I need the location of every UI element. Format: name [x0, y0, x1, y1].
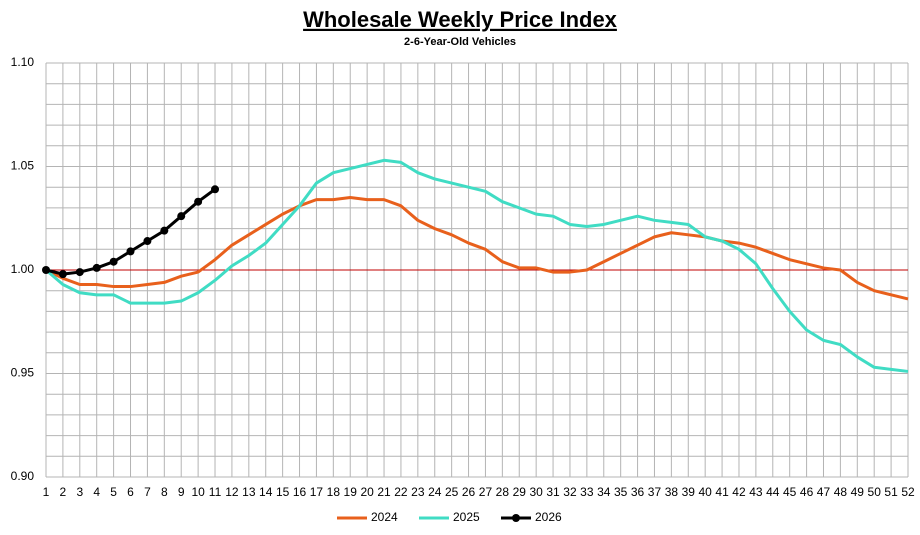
x-tick-label: 32 — [563, 485, 577, 499]
x-tick-label: 22 — [394, 485, 408, 499]
y-tick-label: 0.95 — [11, 366, 35, 380]
x-tick-label: 8 — [161, 485, 168, 499]
y-tick-label: 1.10 — [11, 55, 35, 69]
x-tick-label: 7 — [144, 485, 151, 499]
x-tick-label: 5 — [110, 485, 117, 499]
point — [126, 247, 135, 256]
y-tick-label: 0.90 — [11, 469, 35, 483]
x-tick-label: 26 — [462, 485, 476, 499]
x-tick-label: 29 — [513, 485, 527, 499]
y-tick-label: 1.05 — [11, 159, 35, 173]
x-tick-label: 25 — [445, 485, 459, 499]
chart-subtitle: 2-6-Year-Old Vehicles — [404, 36, 516, 48]
legend-label: 2026 — [535, 510, 562, 524]
x-tick-label: 11 — [209, 485, 222, 499]
point — [58, 270, 67, 279]
x-tick-label: 3 — [76, 485, 83, 499]
x-tick-label: 38 — [665, 485, 679, 499]
x-tick-label: 30 — [529, 485, 543, 499]
x-tick-label: 24 — [428, 485, 442, 499]
x-tick-label: 44 — [766, 485, 780, 499]
x-tick-label: 15 — [276, 485, 290, 499]
x-tick-label: 16 — [293, 485, 307, 499]
x-tick-label: 47 — [817, 485, 831, 499]
x-tick-label: 19 — [344, 485, 358, 499]
x-tick-label: 6 — [127, 485, 134, 499]
x-tick-label: 46 — [800, 485, 814, 499]
x-tick-label: 12 — [225, 485, 239, 499]
x-tick-label: 37 — [648, 485, 662, 499]
chart-title: Wholesale Weekly Price Index — [303, 7, 618, 32]
x-tick-label: 36 — [631, 485, 645, 499]
point — [143, 237, 152, 246]
x-tick-label: 45 — [783, 485, 797, 499]
series-line — [45, 158, 909, 373]
x-tick-label: 23 — [411, 485, 425, 499]
y-tick-label: 1.00 — [11, 262, 35, 276]
point — [42, 266, 50, 274]
legend-label: 2025 — [453, 510, 480, 524]
x-tick-label: 35 — [614, 485, 628, 499]
x-tick-label: 41 — [715, 485, 729, 499]
x-tick-label: 52 — [901, 485, 915, 499]
legend-marker — [512, 514, 520, 522]
series-line — [45, 196, 909, 301]
point — [75, 268, 84, 277]
x-tick-label: 42 — [732, 485, 746, 499]
x-tick-label: 4 — [93, 485, 100, 499]
x-tick-label: 20 — [360, 485, 374, 499]
point — [194, 197, 203, 206]
x-tick-label: 17 — [310, 485, 324, 499]
x-tick-label: 9 — [178, 485, 185, 499]
x-tick-label: 49 — [851, 485, 865, 499]
point — [211, 185, 220, 194]
x-tick-label: 21 — [377, 485, 391, 499]
x-tick-label: 48 — [834, 485, 848, 499]
point — [109, 257, 118, 266]
point — [177, 212, 186, 221]
x-tick-label: 43 — [749, 485, 763, 499]
x-tick-label: 2 — [60, 485, 67, 499]
point — [92, 263, 101, 272]
x-tick-label: 13 — [242, 485, 256, 499]
x-tick-label: 1 — [43, 485, 50, 499]
point — [160, 226, 169, 235]
x-tick-label: 34 — [597, 485, 611, 499]
x-tick-label: 10 — [191, 485, 205, 499]
x-tick-label: 33 — [580, 485, 594, 499]
x-tick-label: 40 — [698, 485, 712, 499]
x-tick-label: 31 — [546, 485, 560, 499]
legend-label: 2024 — [371, 510, 398, 524]
x-tick-label: 28 — [496, 485, 510, 499]
x-tick-label: 50 — [868, 485, 882, 499]
x-tick-label: 51 — [884, 485, 898, 499]
x-tick-label: 39 — [682, 485, 696, 499]
x-tick-label: 18 — [327, 485, 341, 499]
x-tick-label: 27 — [479, 485, 493, 499]
x-tick-label: 14 — [259, 485, 273, 499]
